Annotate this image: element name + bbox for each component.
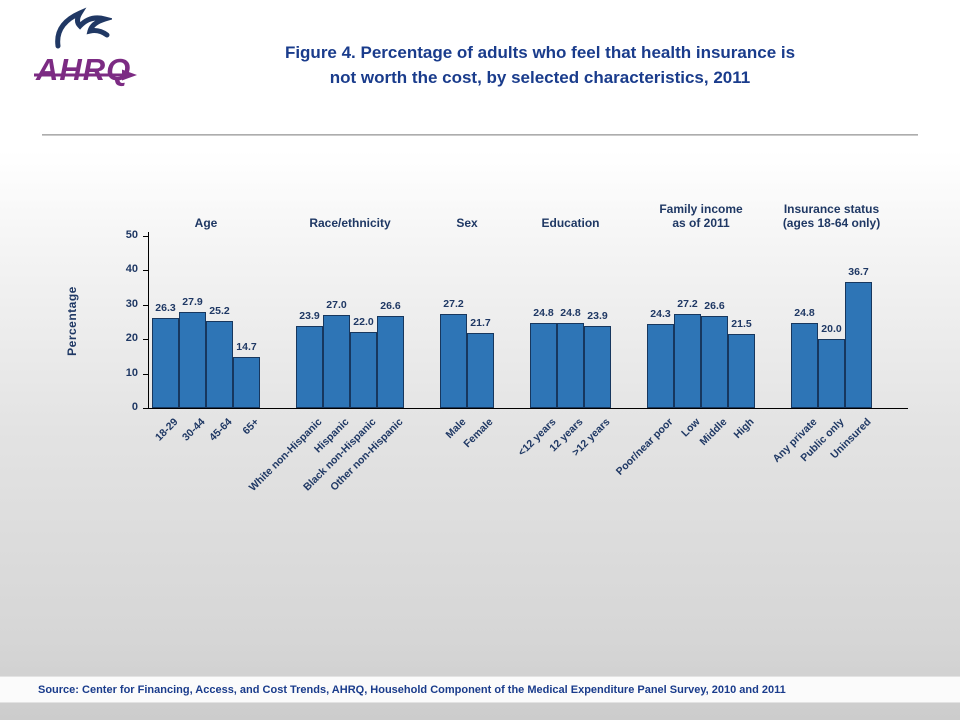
bar-value-label: 27.9	[182, 296, 203, 309]
y-tick-mark	[143, 270, 148, 272]
group-header: Sex	[456, 216, 478, 230]
x-tick-label: 65+	[239, 416, 261, 438]
bar-value-label: 24.3	[650, 308, 671, 321]
bar-value-label: 36.7	[848, 265, 869, 278]
bar-value-label: 21.7	[470, 317, 491, 330]
group-header: Family income as of 2011	[659, 202, 743, 230]
bar-value-label: 20.0	[821, 323, 842, 336]
bar	[440, 314, 467, 408]
bar	[323, 315, 350, 408]
header: AHRQ Figure 4. Percentage of adults who …	[0, 0, 960, 134]
bar	[584, 325, 611, 408]
group-header: Age	[194, 216, 218, 230]
bar	[557, 322, 584, 408]
x-tick-label: High	[731, 416, 756, 441]
ahrq-logo: AHRQ	[34, 6, 166, 112]
bar-value-label: 23.9	[299, 309, 320, 322]
bar	[179, 312, 206, 408]
hhs-eagle-icon	[55, 7, 112, 49]
bar	[701, 316, 728, 408]
bar	[467, 333, 494, 408]
bar-value-label: 27.0	[326, 299, 347, 312]
bar	[791, 322, 818, 408]
x-axis-line	[148, 408, 908, 409]
y-tick-mark	[143, 373, 148, 375]
bar	[530, 322, 557, 408]
bar	[647, 324, 674, 408]
y-tick-label: 10	[125, 366, 138, 379]
bar	[296, 325, 323, 408]
bar-value-label: 14.7	[236, 341, 257, 354]
source-text: Source: Center for Financing, Access, an…	[38, 683, 786, 696]
x-tick-label: 45-64	[206, 416, 234, 444]
bar	[674, 314, 701, 408]
x-tick-label: Middle	[696, 416, 729, 448]
slide-title: Figure 4. Percentage of adults who feel …	[180, 40, 900, 90]
ahrq-logo-text: AHRQ	[36, 52, 132, 87]
y-tick-label: 40	[125, 263, 138, 276]
x-tick-label: Low	[678, 416, 702, 440]
y-tick-label: 30	[125, 297, 138, 310]
bar-value-label: 24.8	[533, 306, 554, 319]
bar	[818, 339, 845, 408]
y-tick-mark	[143, 304, 148, 306]
title-line-2: not worth the cost, by selected characte…	[329, 68, 751, 87]
logo-arrow-icon	[34, 69, 137, 81]
y-tick-label: 20	[125, 332, 138, 345]
bar	[728, 334, 755, 408]
bar	[350, 332, 377, 408]
y-axis-title: Percentage	[65, 286, 79, 356]
ahrq-logo-wordmark: AHRQ	[34, 52, 137, 88]
bar-value-label: 27.2	[677, 298, 698, 311]
y-tick-label: 50	[125, 229, 138, 241]
y-tick-mark	[143, 236, 148, 237]
y-axis-line	[148, 232, 149, 408]
bar-value-label: 26.3	[155, 301, 176, 314]
x-tick-label: 18-29	[152, 416, 180, 444]
bar-value-label: 26.6	[704, 300, 725, 313]
bar-value-label: 26.6	[380, 300, 401, 313]
group-header: Race/ethnicity	[309, 216, 391, 230]
bar	[206, 321, 233, 408]
header-divider	[42, 134, 918, 136]
y-tick-mark	[143, 408, 148, 409]
bar	[233, 357, 260, 408]
bar-value-label: 25.2	[209, 305, 230, 318]
bar	[152, 317, 179, 408]
bar	[845, 281, 872, 408]
x-tick-label: <12 years	[515, 416, 558, 459]
x-tick-label: Poor/near poor	[613, 416, 675, 478]
group-header: Education	[541, 216, 600, 230]
group-header: Insurance status (ages 18-64 only)	[782, 202, 881, 230]
x-tick-label: 30-44	[179, 416, 207, 444]
source-band: Source: Center for Financing, Access, an…	[0, 676, 960, 703]
y-tick-mark	[143, 339, 148, 341]
bar	[377, 316, 404, 408]
bar-value-label: 22.0	[353, 316, 374, 329]
bar-value-label: 24.8	[794, 306, 815, 319]
bar-value-label: 24.8	[560, 306, 581, 319]
bar-value-label: 21.5	[731, 318, 752, 331]
title-line-1: Figure 4. Percentage of adults who feel …	[284, 43, 796, 62]
bar-value-label: 27.2	[443, 298, 464, 311]
y-tick-label: 0	[131, 401, 138, 413]
bar-value-label: 23.9	[587, 309, 608, 322]
